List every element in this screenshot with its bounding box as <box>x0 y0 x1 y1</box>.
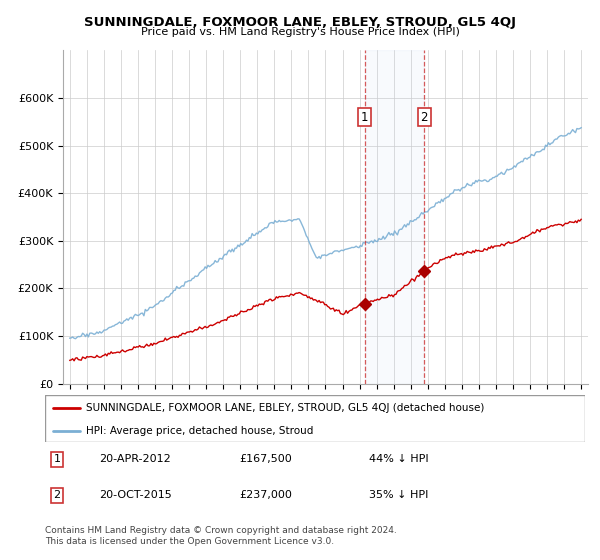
Text: 20-OCT-2015: 20-OCT-2015 <box>99 491 172 501</box>
Text: £167,500: £167,500 <box>239 454 292 464</box>
Bar <box>365 50 424 384</box>
Text: 2: 2 <box>53 491 61 501</box>
Text: SUNNINGDALE, FOXMOOR LANE, EBLEY, STROUD, GL5 4QJ: SUNNINGDALE, FOXMOOR LANE, EBLEY, STROUD… <box>84 16 516 29</box>
Text: £237,000: £237,000 <box>239 491 292 501</box>
Text: 1: 1 <box>361 110 368 124</box>
Text: 35% ↓ HPI: 35% ↓ HPI <box>369 491 428 501</box>
Text: 2: 2 <box>421 110 428 124</box>
Text: 44% ↓ HPI: 44% ↓ HPI <box>369 454 428 464</box>
Text: SUNNINGDALE, FOXMOOR LANE, EBLEY, STROUD, GL5 4QJ (detached house): SUNNINGDALE, FOXMOOR LANE, EBLEY, STROUD… <box>86 403 484 413</box>
FancyBboxPatch shape <box>45 395 585 442</box>
Text: HPI: Average price, detached house, Stroud: HPI: Average price, detached house, Stro… <box>86 426 313 436</box>
Text: 20-APR-2012: 20-APR-2012 <box>99 454 171 464</box>
Text: Price paid vs. HM Land Registry's House Price Index (HPI): Price paid vs. HM Land Registry's House … <box>140 27 460 37</box>
Text: Contains HM Land Registry data © Crown copyright and database right 2024.
This d: Contains HM Land Registry data © Crown c… <box>45 526 397 546</box>
Text: 1: 1 <box>53 454 61 464</box>
